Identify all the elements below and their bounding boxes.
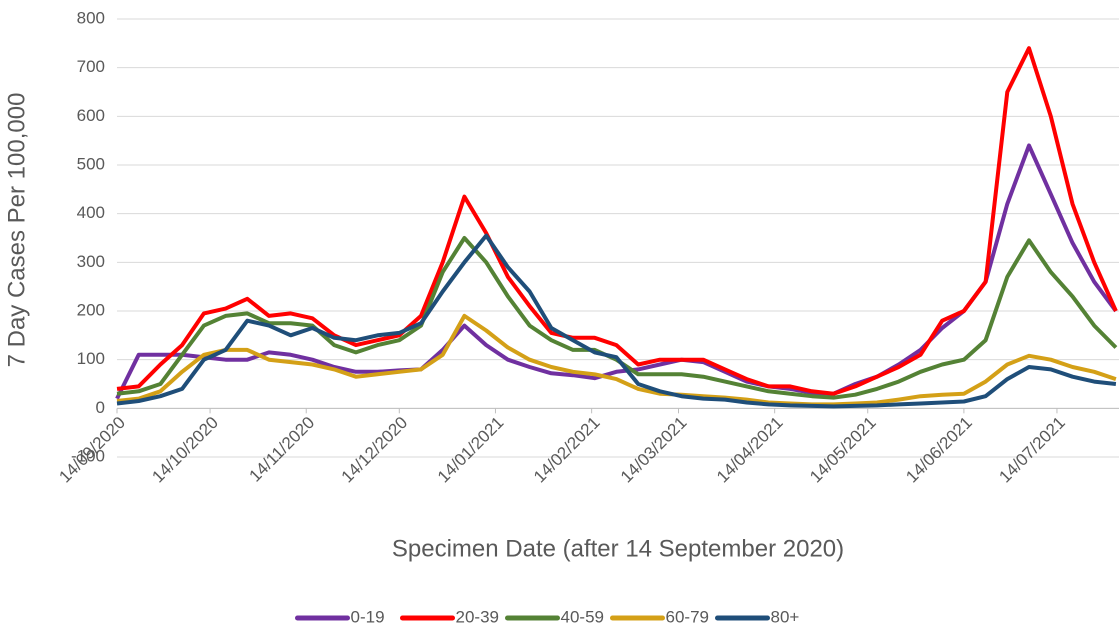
legend-label: 40-59 bbox=[561, 607, 604, 626]
x-tick-label: 14/05/2021 bbox=[806, 413, 880, 487]
y-tick-label: 100 bbox=[77, 349, 105, 368]
y-tick-label: 600 bbox=[77, 106, 105, 125]
y-axis-label: 7 Day Cases Per 100,000 bbox=[3, 93, 30, 368]
legend-label: 20-39 bbox=[456, 607, 499, 626]
x-axis-label: Specimen Date (after 14 September 2020) bbox=[392, 535, 844, 562]
x-tick-label: 14/11/2020 bbox=[246, 413, 319, 486]
x-tick-label: 14/03/2021 bbox=[617, 413, 691, 487]
x-tick-label: 14/04/2021 bbox=[713, 413, 787, 487]
series-line bbox=[116, 233, 1117, 409]
legend-label: 80+ bbox=[771, 607, 800, 626]
x-tick-label: 14/10/2020 bbox=[148, 413, 222, 487]
x-tick-label: 14/06/2021 bbox=[902, 413, 976, 487]
series-line bbox=[116, 46, 1118, 396]
x-tick-label: 14/09/2020 bbox=[55, 413, 129, 487]
series-line bbox=[115, 143, 1118, 400]
x-tick-label: 14/07/2021 bbox=[995, 413, 1069, 487]
y-tick-label: -100 bbox=[71, 446, 105, 465]
y-tick-label: 300 bbox=[77, 252, 105, 271]
y-tick-label: 800 bbox=[77, 8, 105, 27]
legend-label: 60-79 bbox=[666, 607, 709, 626]
y-tick-label: 700 bbox=[77, 57, 105, 76]
legend-label: 0-19 bbox=[351, 607, 385, 626]
y-tick-label: 500 bbox=[77, 154, 105, 173]
y-tick-label: 400 bbox=[77, 203, 105, 222]
y-tick-label: 200 bbox=[77, 300, 105, 319]
x-tick-label: 14/02/2021 bbox=[530, 413, 604, 487]
y-tick-label: 0 bbox=[96, 398, 105, 417]
x-tick-label: 14/01/2021 bbox=[434, 413, 508, 487]
series-line bbox=[116, 313, 1117, 407]
x-tick-label: 14/12/2020 bbox=[338, 413, 412, 487]
